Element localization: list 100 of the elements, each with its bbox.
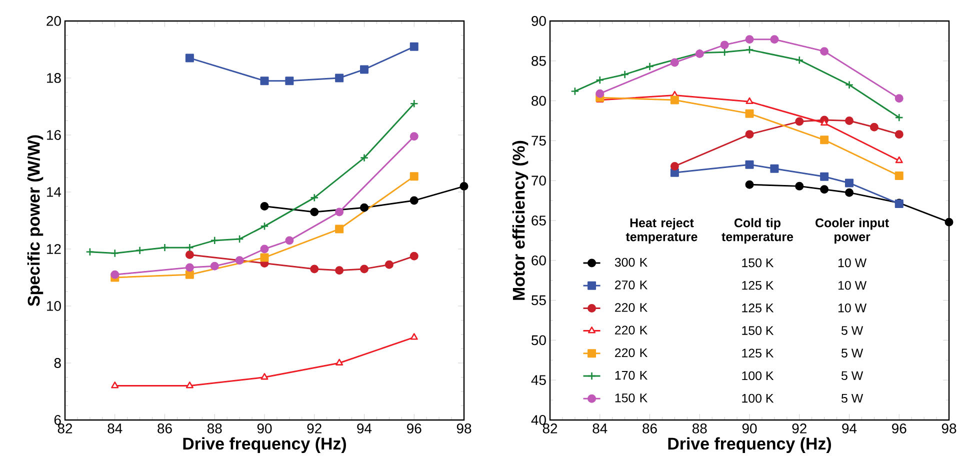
legend-title: Heat reject temperature xyxy=(626,218,698,244)
y-tick-label: 14 xyxy=(47,187,62,197)
legend-label: 300 K xyxy=(614,258,648,267)
point xyxy=(110,249,120,258)
point xyxy=(410,196,418,205)
x-tick-label: 90 xyxy=(742,424,757,434)
point xyxy=(894,130,904,139)
x-tick-label: 94 xyxy=(357,424,372,434)
point xyxy=(384,260,394,269)
point xyxy=(795,182,804,190)
point xyxy=(410,132,418,141)
point xyxy=(360,65,369,74)
point xyxy=(745,35,754,44)
point xyxy=(820,118,828,126)
x-tick-label: 92 xyxy=(307,424,322,434)
y-tick-label: 16 xyxy=(47,130,61,140)
point xyxy=(596,76,604,84)
y-tick-label: 6 xyxy=(54,415,61,425)
x-tick-label: 88 xyxy=(207,424,222,434)
point xyxy=(260,202,269,210)
annotation: Cold tip temperature xyxy=(722,218,794,244)
point xyxy=(646,62,654,71)
point xyxy=(720,40,729,50)
point xyxy=(410,99,418,108)
x-tick-label: 86 xyxy=(158,424,172,434)
point xyxy=(86,248,94,256)
point xyxy=(260,76,269,86)
point xyxy=(895,156,903,164)
point xyxy=(310,264,319,274)
point xyxy=(185,54,194,62)
point xyxy=(944,218,954,226)
point xyxy=(310,193,319,202)
point xyxy=(745,180,754,189)
legend-label: 220 K xyxy=(615,326,648,335)
x-tick-label: 86 xyxy=(642,424,657,434)
x-tick-label: 84 xyxy=(108,424,122,434)
point xyxy=(235,256,244,265)
point xyxy=(670,162,679,170)
point xyxy=(820,47,829,56)
point xyxy=(260,244,269,254)
point xyxy=(795,117,804,126)
x-axis-title: Drive frequency (Hz) xyxy=(183,437,346,454)
point xyxy=(335,208,344,216)
y-axis-title: Motor efficiency (%) xyxy=(512,140,528,300)
legend-label: 150 K xyxy=(615,394,648,402)
point xyxy=(820,136,829,144)
point xyxy=(335,266,344,275)
point xyxy=(410,172,418,181)
point xyxy=(285,236,294,245)
point xyxy=(210,262,219,270)
y-tick-label: 10 xyxy=(47,301,61,311)
point xyxy=(335,74,344,82)
point xyxy=(894,94,904,103)
annotation: 100 K xyxy=(742,371,774,380)
point xyxy=(670,96,679,104)
point xyxy=(110,270,120,279)
point xyxy=(894,172,904,180)
point xyxy=(285,76,294,86)
point xyxy=(596,89,604,98)
point xyxy=(360,203,369,212)
x-axis-title: Drive frequency (Hz) xyxy=(668,437,831,454)
y-tick-label: 18 xyxy=(47,73,61,83)
x-tick-label: 98 xyxy=(456,424,472,434)
point xyxy=(111,382,119,388)
x-tick-label: 94 xyxy=(842,424,857,434)
point xyxy=(460,182,468,191)
point xyxy=(670,58,679,67)
point xyxy=(410,42,418,51)
x-tick-label: 98 xyxy=(942,424,956,434)
y-tick-label: 90 xyxy=(532,16,546,26)
x-tick-label: 96 xyxy=(407,424,422,434)
point xyxy=(820,185,829,194)
y-tick-label: 45 xyxy=(531,375,546,385)
point xyxy=(845,80,854,90)
point xyxy=(745,45,754,54)
point xyxy=(410,333,418,340)
x-tick-label: 96 xyxy=(892,424,906,434)
x-tick-label: 92 xyxy=(792,424,806,434)
point xyxy=(310,208,319,216)
annotation: 5 W xyxy=(841,371,864,380)
point xyxy=(210,236,219,245)
x-tick-label: 84 xyxy=(592,424,608,434)
point xyxy=(845,116,854,125)
legend-label: 220 K xyxy=(615,348,648,358)
annotation: 5 W xyxy=(841,326,864,335)
x-tick-label: 88 xyxy=(692,424,707,434)
point xyxy=(185,263,194,272)
x-tick-label: 82 xyxy=(542,424,558,434)
annotation: 5 W xyxy=(841,348,864,358)
point xyxy=(360,154,369,162)
annotation: 125 K xyxy=(742,304,774,312)
legend-label: 170 K xyxy=(615,370,648,380)
point xyxy=(570,86,580,96)
x-tick-label: 82 xyxy=(58,424,72,434)
point xyxy=(894,113,904,122)
annotation: 125 K xyxy=(742,280,774,290)
point xyxy=(870,122,878,132)
point xyxy=(185,270,194,279)
annotation: 150 K xyxy=(742,258,774,268)
y-tick-label: 60 xyxy=(532,255,546,266)
